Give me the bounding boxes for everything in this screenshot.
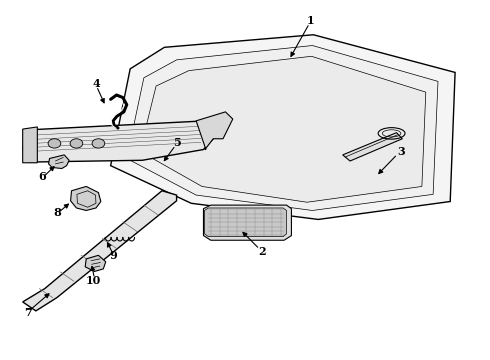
Polygon shape — [196, 112, 233, 149]
Text: 10: 10 — [86, 275, 101, 286]
Polygon shape — [343, 133, 402, 161]
Text: 1: 1 — [307, 15, 315, 26]
Text: 4: 4 — [92, 78, 100, 89]
Text: 9: 9 — [109, 250, 117, 261]
Text: 6: 6 — [38, 171, 46, 182]
Text: 5: 5 — [172, 137, 180, 148]
Polygon shape — [203, 205, 292, 240]
Text: 3: 3 — [397, 146, 405, 157]
Polygon shape — [71, 186, 101, 211]
Circle shape — [48, 139, 61, 148]
Polygon shape — [140, 56, 426, 202]
Polygon shape — [23, 121, 216, 162]
Text: 2: 2 — [258, 246, 266, 257]
Circle shape — [92, 139, 105, 148]
Text: 8: 8 — [53, 207, 61, 218]
Polygon shape — [49, 155, 69, 168]
Polygon shape — [23, 127, 37, 163]
Polygon shape — [111, 35, 455, 220]
Polygon shape — [85, 255, 106, 271]
Text: 7: 7 — [24, 307, 31, 318]
Circle shape — [70, 139, 83, 148]
Polygon shape — [204, 208, 287, 237]
Polygon shape — [23, 191, 176, 311]
Polygon shape — [127, 45, 438, 211]
